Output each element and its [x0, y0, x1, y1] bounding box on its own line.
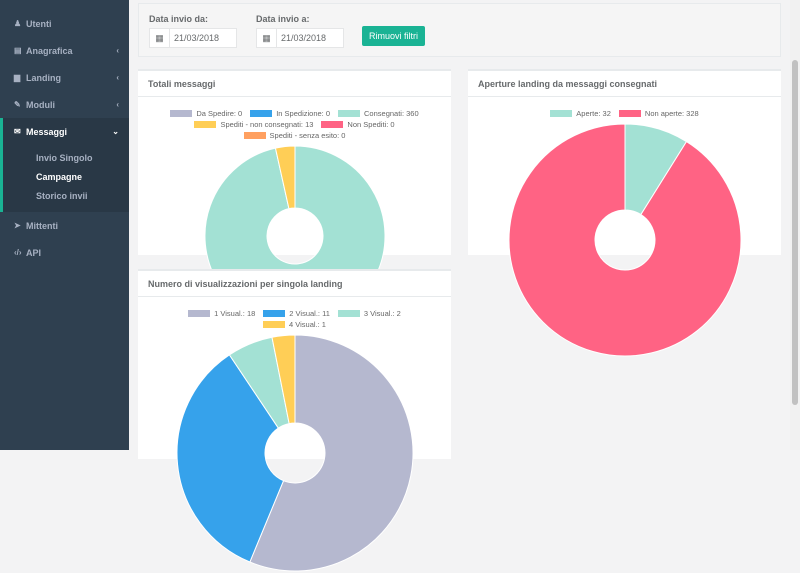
- legend-item[interactable]: 2 Visual.: 11: [263, 309, 330, 318]
- scrollbar[interactable]: [790, 0, 800, 450]
- legend-item[interactable]: Spediti - non consegnati: 13: [194, 120, 313, 129]
- chart-legend: Aperte: 32 Non aperte: 328: [468, 109, 781, 118]
- chart-title: Aperture landing da messaggi consegnati: [468, 71, 781, 97]
- legend-swatch: [618, 110, 641, 117]
- legend-swatch: [550, 110, 573, 117]
- chart-box-visualizzazioni: Numero di visualizzazioni per singola la…: [138, 269, 451, 572]
- remove-filters-button[interactable]: Rimuovi filtri: [362, 26, 426, 46]
- chevron-left-icon: ‹: [116, 46, 119, 55]
- date-to-label: Data invio a:: [256, 14, 310, 24]
- legend-swatch: [243, 132, 266, 139]
- sidebar-subitem-campagne[interactable]: Campagne: [36, 172, 83, 182]
- calendar-icon[interactable]: ▦: [150, 29, 170, 47]
- scrollbar-thumb[interactable]: [792, 60, 798, 405]
- legend-swatch: [263, 310, 286, 317]
- legend-item[interactable]: 4 Visual.: 1: [263, 320, 326, 329]
- legend-swatch: [337, 310, 360, 317]
- legend-swatch: [263, 321, 285, 328]
- sidebar-subitem-storico-invii[interactable]: Storico invii: [36, 191, 88, 201]
- calendar-icon[interactable]: ▦: [257, 29, 277, 47]
- legend-swatch: [194, 121, 217, 128]
- donut-chart: [508, 123, 741, 357]
- paper-plane-icon: ➤: [14, 221, 21, 230]
- legend-item[interactable]: In Spedizione: 0: [250, 109, 330, 118]
- donut-slice[interactable]: [508, 123, 741, 357]
- legend-swatch: [250, 110, 273, 117]
- sidebar-group-messaggi: ✉ Messaggi ⌄ Invio Singolo Campagne Stor…: [0, 118, 129, 212]
- legend-item[interactable]: Non aperte: 328: [618, 109, 699, 118]
- date-from-input[interactable]: [170, 33, 236, 43]
- legend-item[interactable]: 1 Visual.: 18: [188, 309, 255, 318]
- main-content: Data invio da: ▦ Data invio a: ▦ Rimuovi…: [129, 0, 790, 572]
- legend-item[interactable]: Da Spedire: 0: [170, 109, 242, 118]
- legend-swatch: [321, 121, 344, 128]
- date-to-input[interactable]: [277, 33, 343, 43]
- donut-slice[interactable]: [270, 334, 295, 425]
- chart-box-totali: Totali messaggi Da Spedire: 0 In Spedizion…: [138, 69, 451, 327]
- chart-title: Totali messaggi: [138, 71, 451, 97]
- chart-title: Numero di visualizzazioni per singola la…: [138, 271, 451, 297]
- legend-item[interactable]: 3 Visual.: 2: [337, 309, 401, 318]
- user-icon: ♟: [14, 19, 22, 28]
- envelope-icon: ✉: [14, 127, 21, 136]
- filter-panel: Data invio da: ▦ Data invio a: ▦ Rimuovi…: [138, 3, 781, 57]
- date-from-label: Data invio da:: [149, 14, 209, 24]
- donut-slice[interactable]: [274, 145, 295, 210]
- chevron-left-icon: ‹: [116, 73, 119, 82]
- legend-swatch: [188, 310, 211, 317]
- sidebar-item-utenti[interactable]: ♟ Utenti: [14, 18, 52, 29]
- sidebar-item-landing[interactable]: ▆ Landing ‹: [14, 72, 119, 83]
- legend-swatch: [170, 110, 193, 117]
- legend-swatch: [338, 110, 361, 117]
- chart-box-aperture: Aperture landing da messaggi consegnati A…: [468, 69, 781, 357]
- sidebar-item-anagrafica[interactable]: ▤ Anagrafica ‹: [14, 45, 119, 56]
- legend-item[interactable]: Non Spediti: 0: [321, 120, 395, 129]
- code-icon: ‹/›: [14, 248, 22, 257]
- chart-legend: 1 Visual.: 18 2 Visual.: 11 3 Visual.: 2 4 …: [138, 309, 451, 329]
- list-icon: ▤: [14, 46, 22, 55]
- sidebar-subitem-invio-singolo[interactable]: Invio Singolo: [36, 153, 93, 163]
- edit-icon: ✎: [14, 100, 21, 109]
- donut-chart: [176, 334, 413, 572]
- sidebar-item-moduli[interactable]: ✎ Moduli ‹: [14, 99, 119, 110]
- sidebar-item-api[interactable]: ‹/› API: [14, 247, 42, 258]
- legend-item[interactable]: Spediti - senza esito: 0: [243, 131, 345, 140]
- file-icon: ▆: [14, 73, 21, 82]
- legend-item[interactable]: Consegnati: 360: [338, 109, 419, 118]
- chart-legend: Da Spedire: 0 In Spedizione: 0 Consegnati:…: [138, 109, 451, 140]
- sidebar: ♟ Utenti ▤ Anagrafica ‹ ▆ Landing ‹ ✎ Moduli ‹ ✉ M…: [0, 0, 129, 450]
- sidebar-item-mittenti[interactable]: ➤ Mittenti: [14, 220, 58, 231]
- legend-item[interactable]: Aperte: 32: [550, 109, 611, 118]
- chevron-down-icon: ⌄: [112, 127, 119, 136]
- sidebar-item-messaggi[interactable]: ✉ Messaggi ⌄: [14, 126, 119, 137]
- chevron-left-icon: ‹: [116, 100, 119, 109]
